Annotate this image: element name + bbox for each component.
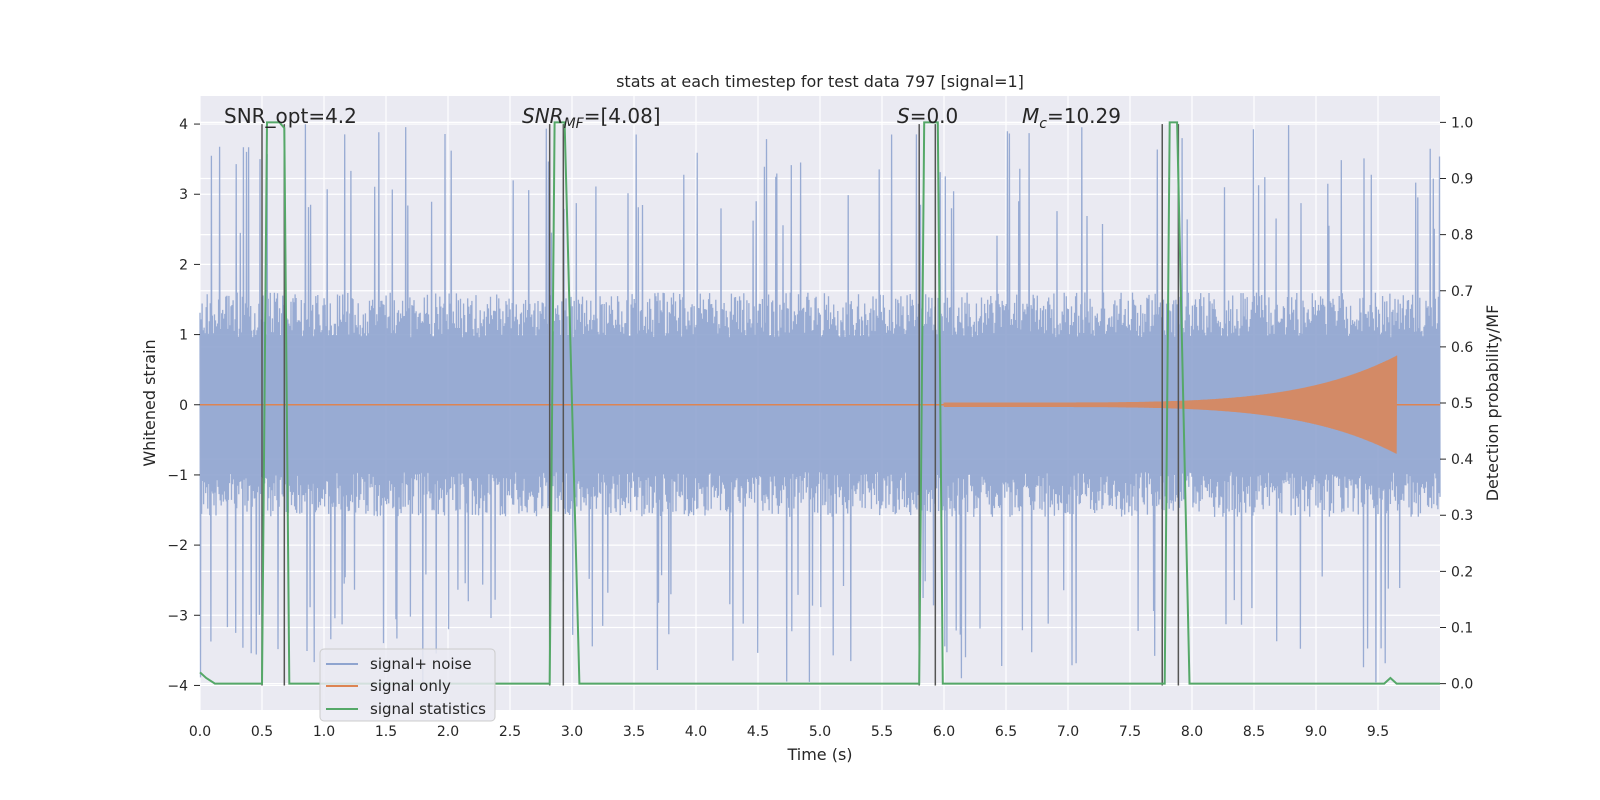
y2-tick-label: 0.2 (1451, 564, 1473, 580)
y-tick-label: 3 (179, 187, 188, 203)
legend-box (319, 648, 496, 722)
mc-label: M (1022, 104, 1039, 128)
y-tick-label: 4 (179, 117, 188, 133)
y-tick-label: −1 (167, 468, 188, 484)
noise-line (199, 124, 1441, 683)
y2-tick-label: 0.1 (1451, 620, 1473, 636)
x-axis-label: Time (s) (786, 745, 852, 764)
x-tick-label: 0.5 (251, 724, 273, 740)
y2-tick-label: 0.9 (1451, 172, 1473, 188)
legend: signal+ noise signal only signal statist… (319, 648, 496, 722)
mc-annotation: Mc=10.29 (1022, 104, 1121, 132)
signal-statistics-series (199, 121, 1440, 685)
x-tick-label: 3.0 (561, 724, 583, 740)
x-tick-label: 2.0 (437, 724, 459, 740)
y-axis-label: Whitened strain (140, 339, 159, 466)
s-value: =0.0 (910, 104, 959, 128)
snr-mf-label: SNR (522, 104, 564, 128)
y2-tick-label: 0.7 (1451, 284, 1473, 300)
x-tick-label: 1.5 (375, 724, 397, 740)
y2-tick-label: 0.3 (1451, 508, 1473, 524)
x-tick-label: 5.5 (871, 724, 893, 740)
y-tick-label: −4 (167, 678, 188, 694)
y-tick-label: −3 (167, 608, 188, 624)
legend-label-noise: signal+ noise (370, 655, 472, 673)
snr-mf-annotation: SNRMF=[4.08] (522, 104, 661, 132)
x-tick-label: 9.5 (1367, 724, 1389, 740)
statistics-line (199, 121, 1440, 685)
x-tick-label: 4.5 (747, 724, 769, 740)
y2-tick-label: 0.6 (1451, 340, 1473, 356)
x-tick-label: 0.0 (189, 724, 211, 740)
x-tick-label: 8.5 (1243, 724, 1265, 740)
y-tick-label: 1 (179, 328, 188, 344)
s-label: S (897, 104, 910, 128)
x-tick-label: 6.0 (933, 724, 955, 740)
snr-opt-annotation: SNR_opt=4.2 (224, 104, 357, 128)
y2-tick-label: 0.4 (1451, 452, 1473, 468)
x-tick-label: 8.0 (1181, 724, 1203, 740)
legend-label-signal: signal only (370, 677, 451, 695)
snr-mf-value: =[4.08] (584, 104, 661, 128)
x-tick-label: 1.0 (313, 724, 335, 740)
x-tick-label: 6.5 (995, 724, 1017, 740)
y2-tick-label: 0.5 (1451, 396, 1473, 412)
x-tick-label: 4.0 (685, 724, 707, 740)
mc-value: =10.29 (1047, 104, 1121, 128)
ticks: 0.0 0.5 1.0 1.5 2.0 2.5 3.0 3.5 4.0 4.5 5.0 5.5 6.0 6… (167, 115, 1473, 740)
y-tick-label: 0 (179, 398, 188, 414)
signal-chirp-line (943, 355, 1398, 454)
x-tick-label: 2.5 (499, 724, 521, 740)
y-tick-label: 2 (179, 257, 188, 273)
x-tick-label: 9.0 (1305, 724, 1327, 740)
x-tick-label: 7.0 (1057, 724, 1079, 740)
x-tick-label: 3.5 (623, 724, 645, 740)
x-tick-label: 7.5 (1119, 724, 1141, 740)
y2-tick-label: 1.0 (1451, 115, 1473, 131)
y-tick-label: −2 (167, 538, 188, 554)
snr-mf-subscript: MF (564, 116, 585, 132)
signal-noise-series (199, 124, 1441, 683)
chart-title: stats at each timestep for test data 797… (616, 72, 1024, 91)
s-annotation: S=0.0 (897, 104, 958, 128)
legend-label-stats: signal statistics (370, 700, 486, 718)
y2-axis-label: Detection probability/MF (1483, 305, 1502, 502)
y2-tick-label: 0.8 (1451, 228, 1473, 244)
x-tick-label: 5.0 (809, 724, 831, 740)
mc-subscript: c (1039, 116, 1047, 132)
y2-tick-label: 0.0 (1451, 677, 1473, 693)
